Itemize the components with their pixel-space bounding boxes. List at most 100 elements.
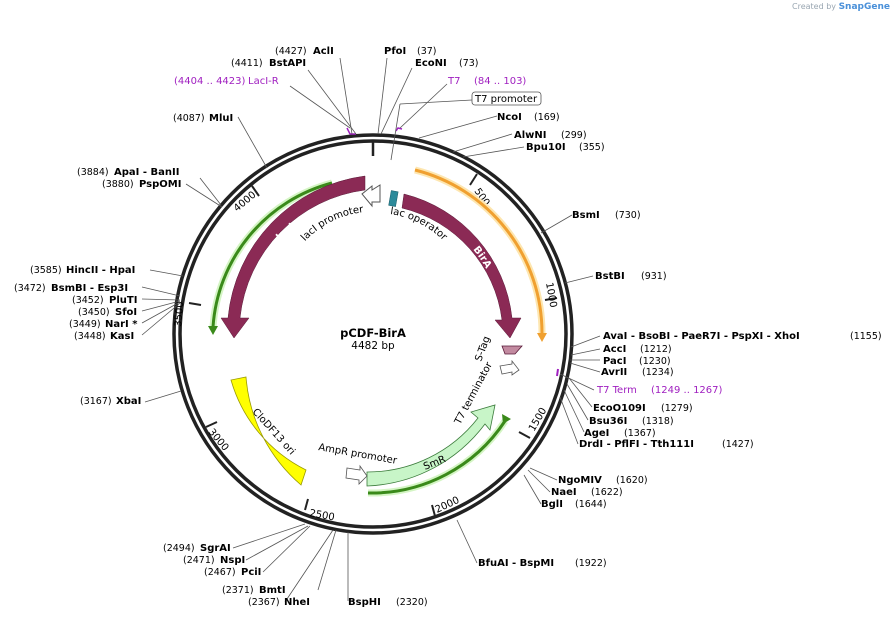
primer-t7-mark (395, 127, 403, 132)
stag-label: S-Tag (473, 335, 492, 363)
enzyme-pos: (1620) (616, 475, 648, 486)
enzyme-name: PluTI (109, 295, 137, 306)
laci-feature[interactable] (220, 175, 366, 339)
enzyme-name: NspI (220, 555, 245, 566)
tick-label-3500: 3500 (173, 301, 186, 327)
enzyme-name: XbaI (116, 396, 141, 407)
enzyme-pos: (169) (534, 112, 560, 123)
enzyme-pos: (2371) (222, 585, 254, 596)
enzyme-pos: (299) (561, 130, 587, 141)
enzyme-name: BglI (541, 499, 563, 510)
enzyme-name: AvaI - BsoBI - PaeR7I - PspXI - XhoI (603, 331, 800, 342)
laci-promoter-label: lacI promoter (299, 204, 365, 243)
snapgene-watermark: Created by SnapGene (792, 2, 890, 12)
ampr-promoter-feature[interactable] (345, 464, 368, 485)
enzyme-pos: (1922) (575, 558, 607, 569)
enzyme-pos: (3472) (14, 283, 46, 294)
enzyme-name: BmtI (259, 585, 286, 596)
enzyme-name: AlwNI (514, 130, 547, 141)
enzyme-pos: (4087) (173, 113, 205, 124)
laci-promoter-feature[interactable] (361, 184, 381, 208)
enzyme-name: DrdI - PflFI - Tth111I (579, 439, 694, 450)
enzyme-name: HincII - HpaI (66, 265, 135, 276)
enzyme-name: PspOMI (139, 179, 181, 190)
enzyme-name: NcoI (497, 112, 522, 123)
enzyme-name: NarI * (105, 319, 138, 330)
primer-laci-r-name: LacI-R (248, 76, 279, 87)
enzyme-pos: (1318) (642, 416, 674, 427)
enzyme-pos: (3450) (78, 307, 110, 318)
enzyme-pos: (3880) (102, 179, 134, 190)
orf-smr-arc (367, 420, 507, 495)
enzyme-pos: (3449) (69, 319, 101, 330)
primer-t7term-pos: (1249 .. 1267) (651, 385, 723, 396)
orf-laci-arc (211, 181, 333, 328)
enzyme-name: BstAPI (269, 58, 306, 69)
enzyme-pos: (1279) (661, 403, 693, 414)
bira-feature[interactable] (401, 193, 522, 339)
enzyme-name: AccI (603, 344, 626, 355)
enzyme-name: ApaI - BanII (114, 167, 179, 178)
tick-label-1000: 1000 (543, 282, 558, 309)
enzyme-name: NgoMIV (558, 475, 602, 486)
enzyme-pos: (3452) (72, 295, 104, 306)
clodf13-ori-feature[interactable] (230, 376, 307, 486)
enzyme-pos: (2494) (163, 543, 195, 554)
enzyme-labels: (4427) AclI (4411) BstAPI PfoI (37) EcoN… (14, 46, 882, 608)
enzyme-pos: (2320) (396, 597, 428, 608)
primer-t7-pos: (84 .. 103) (474, 76, 526, 87)
enzyme-pos: (1212) (640, 344, 672, 355)
enzyme-pos: (1644) (575, 499, 607, 510)
tick-label-4000: 4000 (232, 190, 259, 215)
enzyme-pos: (1155) (850, 331, 882, 342)
enzyme-pos: (3585) (30, 265, 62, 276)
enzyme-name: NaeI (551, 487, 577, 498)
smr-label: SmR (422, 454, 448, 473)
enzyme-pos: (2367) (248, 597, 280, 608)
t7-terminator-feature[interactable] (499, 359, 520, 376)
primer-t7-name: T7 (447, 76, 460, 87)
enzyme-pos: (3167) (80, 396, 112, 407)
plasmid-size: 4482 bp (351, 340, 395, 352)
tick-marks (188, 173, 558, 517)
tick-label-2500: 2500 (308, 508, 335, 523)
enzyme-pos: (1230) (639, 356, 671, 367)
lac-operator-feature[interactable] (388, 190, 399, 207)
enzyme-name: EcoO109I (593, 403, 646, 414)
snapgene-logo: SnapGene (838, 2, 890, 12)
enzyme-pos: (4411) (231, 58, 263, 69)
enzyme-name: EcoNI (415, 58, 447, 69)
enzyme-pos: (4427) (275, 46, 307, 57)
enzyme-name: MluI (209, 113, 233, 124)
enzyme-pos: (3884) (77, 167, 109, 178)
orf-smr-arrowhead (502, 414, 511, 424)
backbone-outer (172, 133, 574, 535)
enzyme-pos: (2467) (204, 567, 236, 578)
enzyme-name: BstBI (595, 271, 625, 282)
enzyme-pos: (3448) (74, 331, 106, 342)
enzyme-name: AclI (313, 46, 334, 57)
plasmid-name: pCDF-BirA (340, 326, 406, 340)
enzyme-name: KasI (110, 331, 134, 342)
enzyme-name: BsmI (572, 210, 600, 221)
leader-lines (141, 57, 601, 603)
created-by-text: Created by (792, 2, 837, 11)
orf-bira-arrowhead (537, 333, 547, 342)
stag-feature[interactable] (501, 345, 523, 355)
t7-promoter-box (471, 91, 542, 106)
enzyme-name: PciI (241, 567, 261, 578)
enzyme-name: BfuAI - BspMI (478, 558, 554, 569)
enzyme-name: Bpu10I (526, 142, 566, 153)
enzyme-pos: (730) (615, 210, 641, 221)
enzyme-name: AvrII (601, 367, 627, 378)
enzyme-name: SgrAI (200, 543, 231, 554)
enzyme-name: NheI (284, 597, 310, 608)
enzyme-pos: (1234) (642, 367, 674, 378)
enzyme-pos: (73) (459, 58, 479, 69)
ampr-promoter-label: AmpR promoter (317, 442, 398, 467)
enzyme-pos: (1427) (722, 439, 754, 450)
orf-laci-arrowhead (208, 326, 218, 335)
enzyme-name: PacI (603, 356, 626, 367)
smr-feature[interactable] (366, 404, 496, 487)
